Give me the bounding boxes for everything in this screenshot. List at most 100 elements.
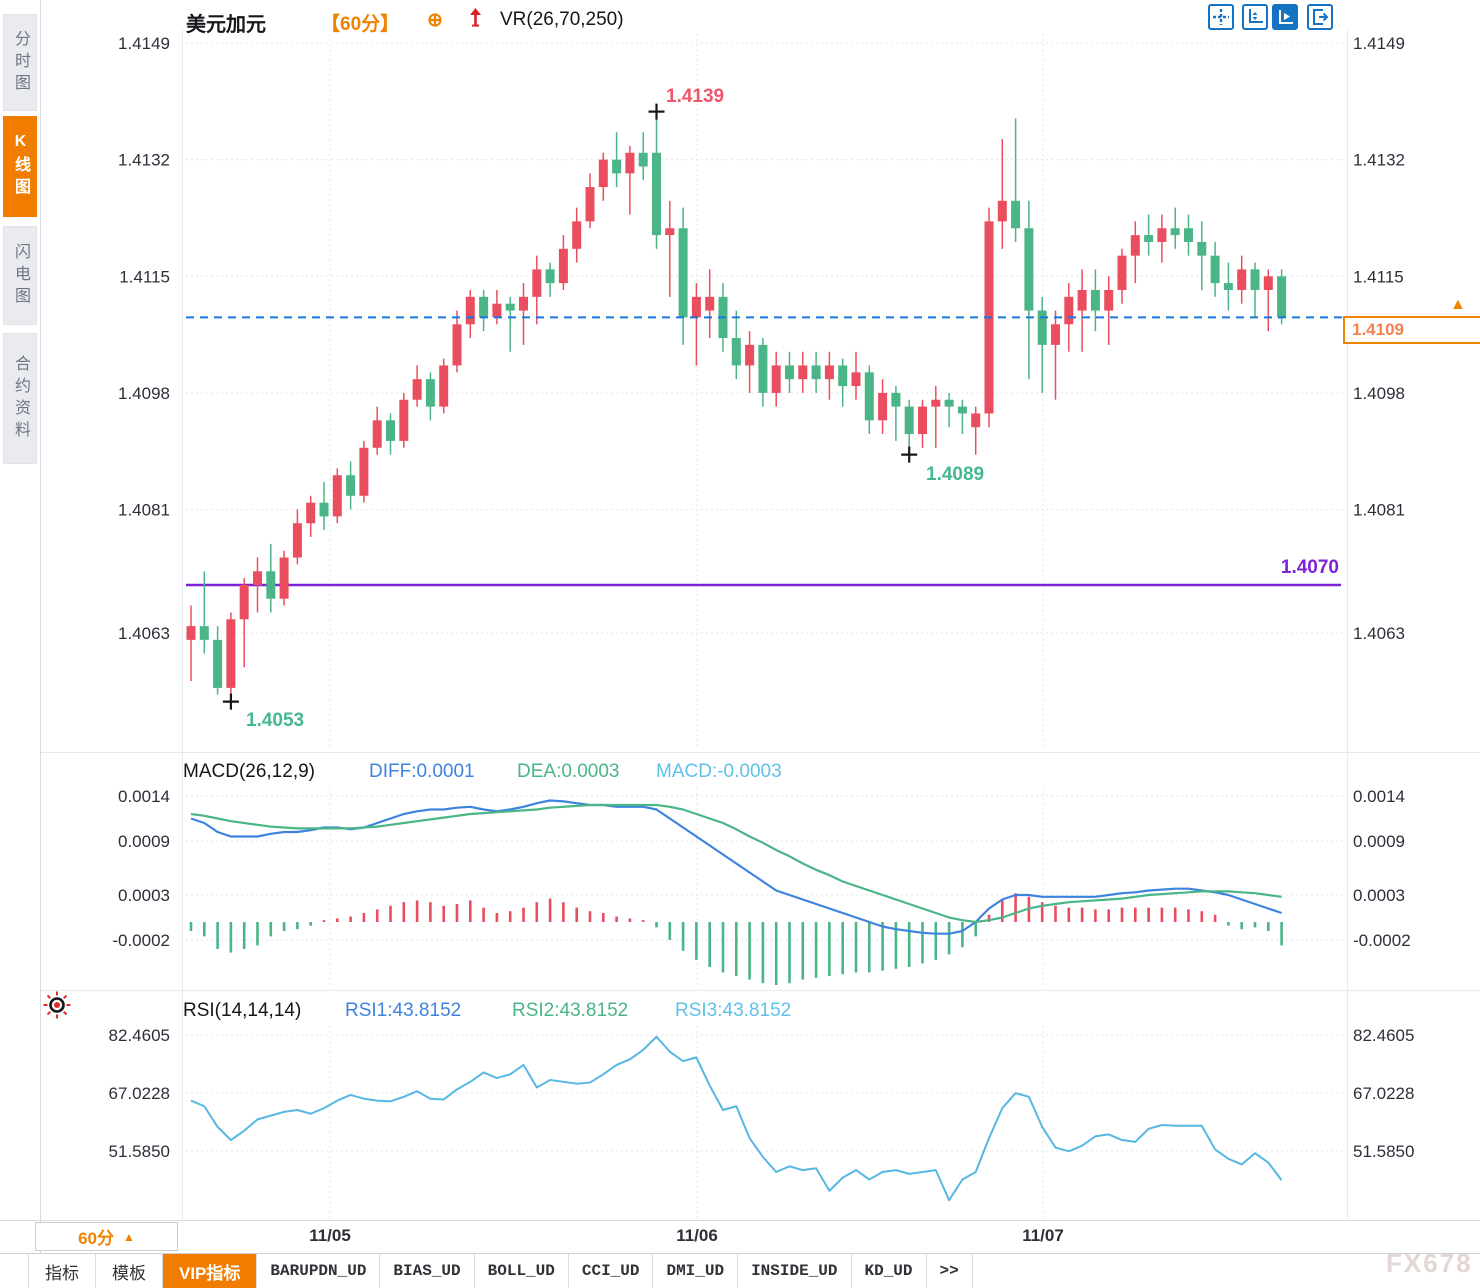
candle-body <box>758 344 768 393</box>
candle-body <box>199 626 209 640</box>
price-up-arrow-icon: ▲ <box>1450 296 1466 313</box>
candle-body <box>957 406 967 414</box>
candle-body <box>346 475 356 496</box>
sidebar-item-kline-chart[interactable]: K线图 <box>3 116 37 217</box>
axis-tick-label: 1.4081 <box>1353 501 1405 520</box>
candle-body <box>465 296 475 325</box>
candle-body <box>811 365 821 380</box>
candle-body <box>452 324 462 366</box>
candle-body <box>665 228 675 236</box>
tab-barupdn-ud[interactable]: BARUPDN_UD <box>257 1254 381 1288</box>
axis-tick-label: 0.0003 <box>1353 886 1405 905</box>
sidebar-item-time-chart[interactable]: 分时图 <box>3 14 37 111</box>
expand-circle-icon[interactable]: ⊕ <box>427 10 443 31</box>
tab-boll-ud[interactable]: BOLL_UD <box>475 1254 569 1288</box>
tab-bias-ud[interactable]: BIAS_UD <box>380 1254 475 1288</box>
candle-body <box>519 296 528 311</box>
indicator-tabbar: 指标 模板 VIP指标 BARUPDN_UD BIAS_UD BOLL_UD C… <box>0 1253 1480 1288</box>
axis-scale-button[interactable] <box>1242 4 1268 30</box>
axis-tick-label: 1.4081 <box>118 501 170 520</box>
candle-body <box>213 639 223 688</box>
candle-body <box>944 399 954 407</box>
candle-body <box>386 420 395 441</box>
collapse-panel-button[interactable] <box>1307 4 1333 30</box>
period-selector[interactable]: 60分 ▲ <box>35 1222 178 1251</box>
candle-body <box>652 152 661 236</box>
x-axis-tick-1105: 11/05 <box>309 1226 351 1245</box>
macd-diff-line <box>190 799 1282 935</box>
pan-crosshair-button[interactable] <box>1208 4 1234 30</box>
sidebar-item-lightning-chart[interactable]: 闪电图 <box>3 226 37 325</box>
tab-indicators[interactable]: 指标 <box>28 1254 96 1288</box>
candle-body <box>771 365 781 393</box>
candle-body <box>1117 255 1127 290</box>
tab-cci-ud[interactable]: CCI_UD <box>569 1254 654 1288</box>
axis-tick-label: 0.0009 <box>118 832 170 851</box>
candle-body <box>1277 276 1287 318</box>
x-axis-tick-1107: 11/07 <box>1022 1226 1064 1245</box>
axis-tick-label: 1.4063 <box>1353 624 1405 643</box>
tab-kd-ud[interactable]: KD_UD <box>852 1254 927 1288</box>
candle-body <box>1051 324 1060 345</box>
tab-vip-indicators[interactable]: VIP指标 <box>163 1254 258 1288</box>
candle-body <box>625 152 635 174</box>
candle-body <box>1144 235 1154 242</box>
candle-body <box>864 372 874 421</box>
tab-inside-ud[interactable]: INSIDE_UD <box>738 1254 852 1288</box>
auto-scroll-icon <box>1279 10 1293 24</box>
rsi2-value: RSI2:43.8152 <box>512 1000 629 1021</box>
high-price-label: 1.4139 <box>666 86 725 107</box>
sidebar-item-contract-info[interactable]: 合约资料 <box>3 333 37 464</box>
candle-body <box>931 399 941 407</box>
candle-body <box>372 420 382 448</box>
macd-dea-line <box>190 803 1282 924</box>
symbol-title: 美元加元 <box>186 14 266 36</box>
axis-tick-label: 1.4149 <box>1353 34 1405 53</box>
candle-body <box>1090 289 1100 311</box>
period-badge[interactable]: 【60分】 <box>321 14 400 35</box>
axis-tick-label: 1.4132 <box>1353 151 1405 170</box>
macd-rsi-divider <box>41 990 1480 991</box>
rsi-title: RSI(14,14,14) <box>183 1000 302 1021</box>
low-marker <box>222 693 239 710</box>
candle-body <box>918 406 927 435</box>
candle-body <box>412 379 422 400</box>
axis-tick-label: -0.0002 <box>1353 931 1411 950</box>
tab-more[interactable]: >> <box>927 1254 973 1288</box>
candle-body <box>824 365 834 380</box>
last-price-box: 1.4109 <box>1343 316 1480 344</box>
candle-body <box>306 502 316 524</box>
plot-left-border <box>182 30 183 1220</box>
collapse-panel-icon <box>1313 9 1329 25</box>
candle-body <box>545 269 555 284</box>
macd-series <box>189 799 1283 985</box>
candle-body <box>745 344 755 366</box>
axis-tick-label: 1.4098 <box>118 384 170 403</box>
candle-body <box>492 303 502 318</box>
candle-body <box>1197 241 1207 256</box>
candle-body <box>279 557 289 599</box>
candle-body <box>253 571 262 585</box>
candle-body <box>1210 255 1220 284</box>
candle-body <box>1037 310 1047 345</box>
candle-body <box>997 200 1007 222</box>
tab-dmi-ud[interactable]: DMI_UD <box>653 1254 739 1288</box>
alert-beacon-icon[interactable] <box>42 990 72 1025</box>
pan-crosshair-icon <box>1213 9 1229 25</box>
candle-body <box>439 365 449 407</box>
candle-body <box>558 248 568 284</box>
candle-body <box>292 523 302 558</box>
candle-body <box>638 152 648 167</box>
axis-tick-label: 51.5850 <box>109 1142 170 1161</box>
candle-body <box>1130 235 1140 256</box>
auto-scroll-button[interactable] <box>1272 4 1298 30</box>
rsi1-value: RSI1:43.8152 <box>345 1000 462 1021</box>
macd-title: MACD(26,12,9) <box>183 761 315 782</box>
macd-diff-value: DIFF:0.0001 <box>369 761 475 782</box>
candle-body <box>1223 283 1233 290</box>
axis-tick-label: 1.4132 <box>118 151 170 170</box>
candle-body <box>1263 276 1273 290</box>
tab-templates[interactable]: 模板 <box>96 1254 163 1288</box>
candle-body <box>678 228 688 318</box>
